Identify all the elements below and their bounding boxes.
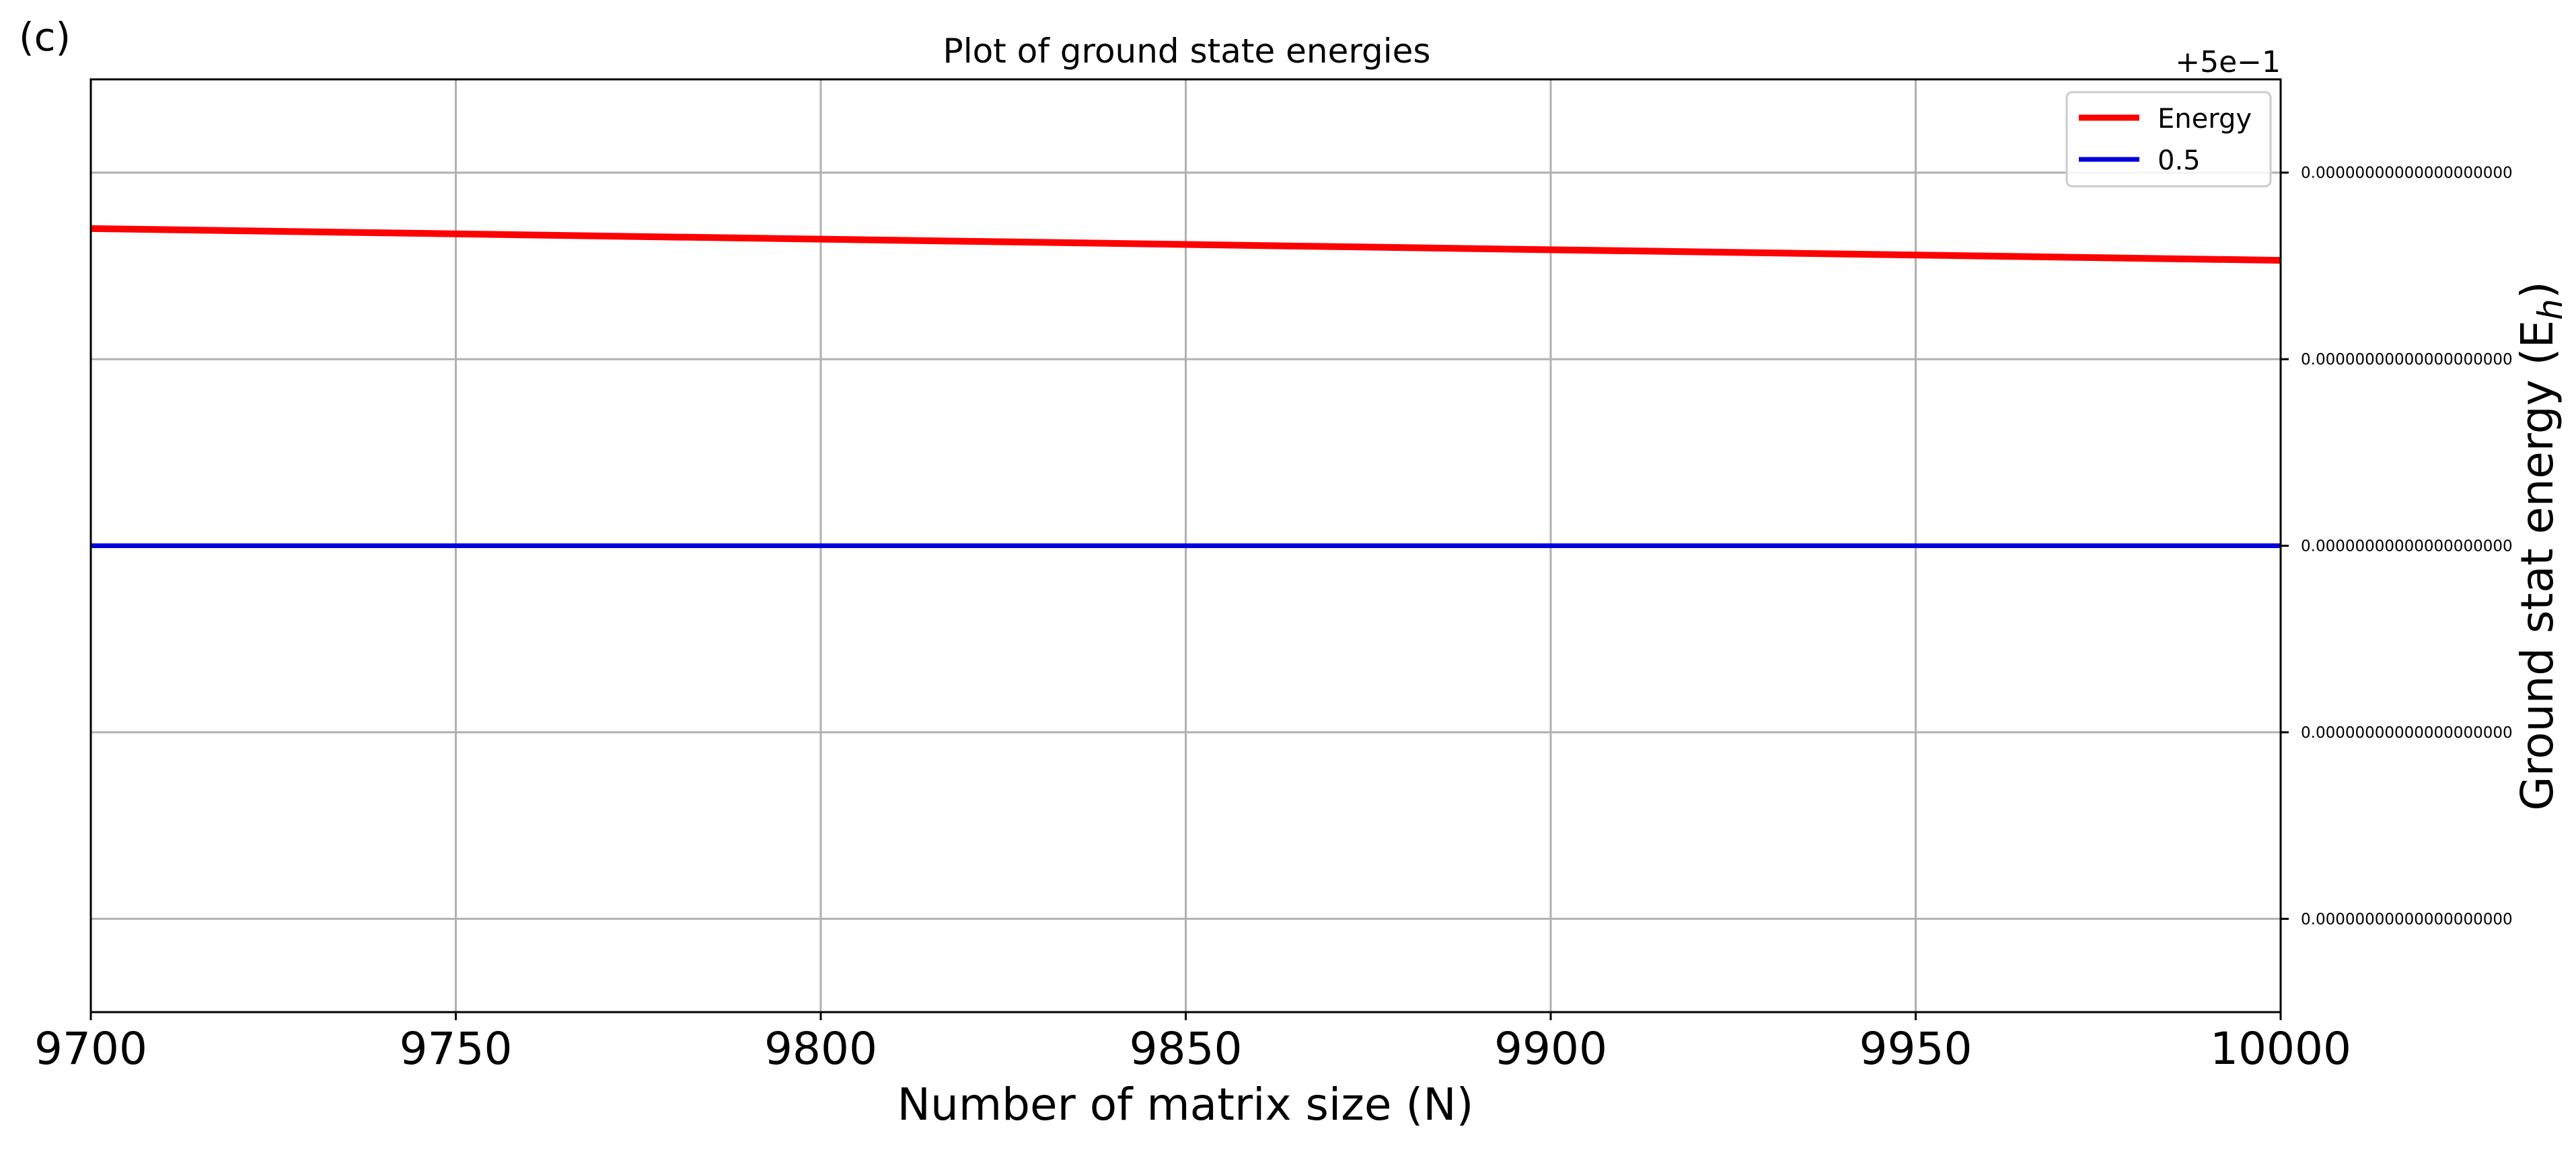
y-tick-label: 0.00000000000000000000 (2301, 351, 2513, 369)
legend: Energy 0.5 (2065, 91, 2272, 188)
y-axis-label: Ground stat energy (Eh) (2511, 281, 2570, 810)
y-axis-label-subscript: h (2531, 299, 2570, 320)
x-axis-label: Number of matrix size (N) (897, 1079, 1474, 1130)
y-axis-label-close: ) (2511, 281, 2563, 299)
x-tick-label: 9700 (34, 1023, 147, 1075)
series-line-energy (90, 225, 2281, 264)
series-layer (90, 225, 2281, 548)
x-tick-label: 9750 (400, 1023, 513, 1075)
x-tick-label: 9950 (1860, 1023, 1973, 1075)
chart-title: Plot of ground state energies (943, 32, 1431, 71)
y-tick-label: 0.00000000000000000000 (2301, 538, 2513, 555)
x-tick-label: 9850 (1130, 1023, 1243, 1075)
y-axis-label-group: Ground stat energy (Eh) (2511, 281, 2570, 810)
x-tick-label: 10000 (2210, 1023, 2351, 1075)
x-axis-ticks: 9700 9750 9800 9850 9900 9950 10000 (34, 1012, 2351, 1075)
y-axis-ticks: 0.00000000000000000000 0.0000000000000000… (2281, 165, 2513, 928)
legend-label-energy: Energy (2158, 104, 2252, 135)
y-tick-label: 0.00000000000000000000 (2301, 165, 2513, 182)
y-axis-label-main: Ground stat energy (E (2511, 320, 2563, 811)
x-tick-label: 9900 (1494, 1023, 1607, 1075)
y-tick-label: 0.00000000000000000000 (2301, 911, 2513, 928)
y-tick-label: 0.00000000000000000000 (2301, 724, 2513, 742)
panel-label: (c) (19, 14, 71, 60)
legend-label-half: 0.5 (2158, 145, 2201, 176)
y-offset-text: +5e−1 (2175, 45, 2281, 79)
x-tick-label: 9800 (764, 1023, 877, 1075)
